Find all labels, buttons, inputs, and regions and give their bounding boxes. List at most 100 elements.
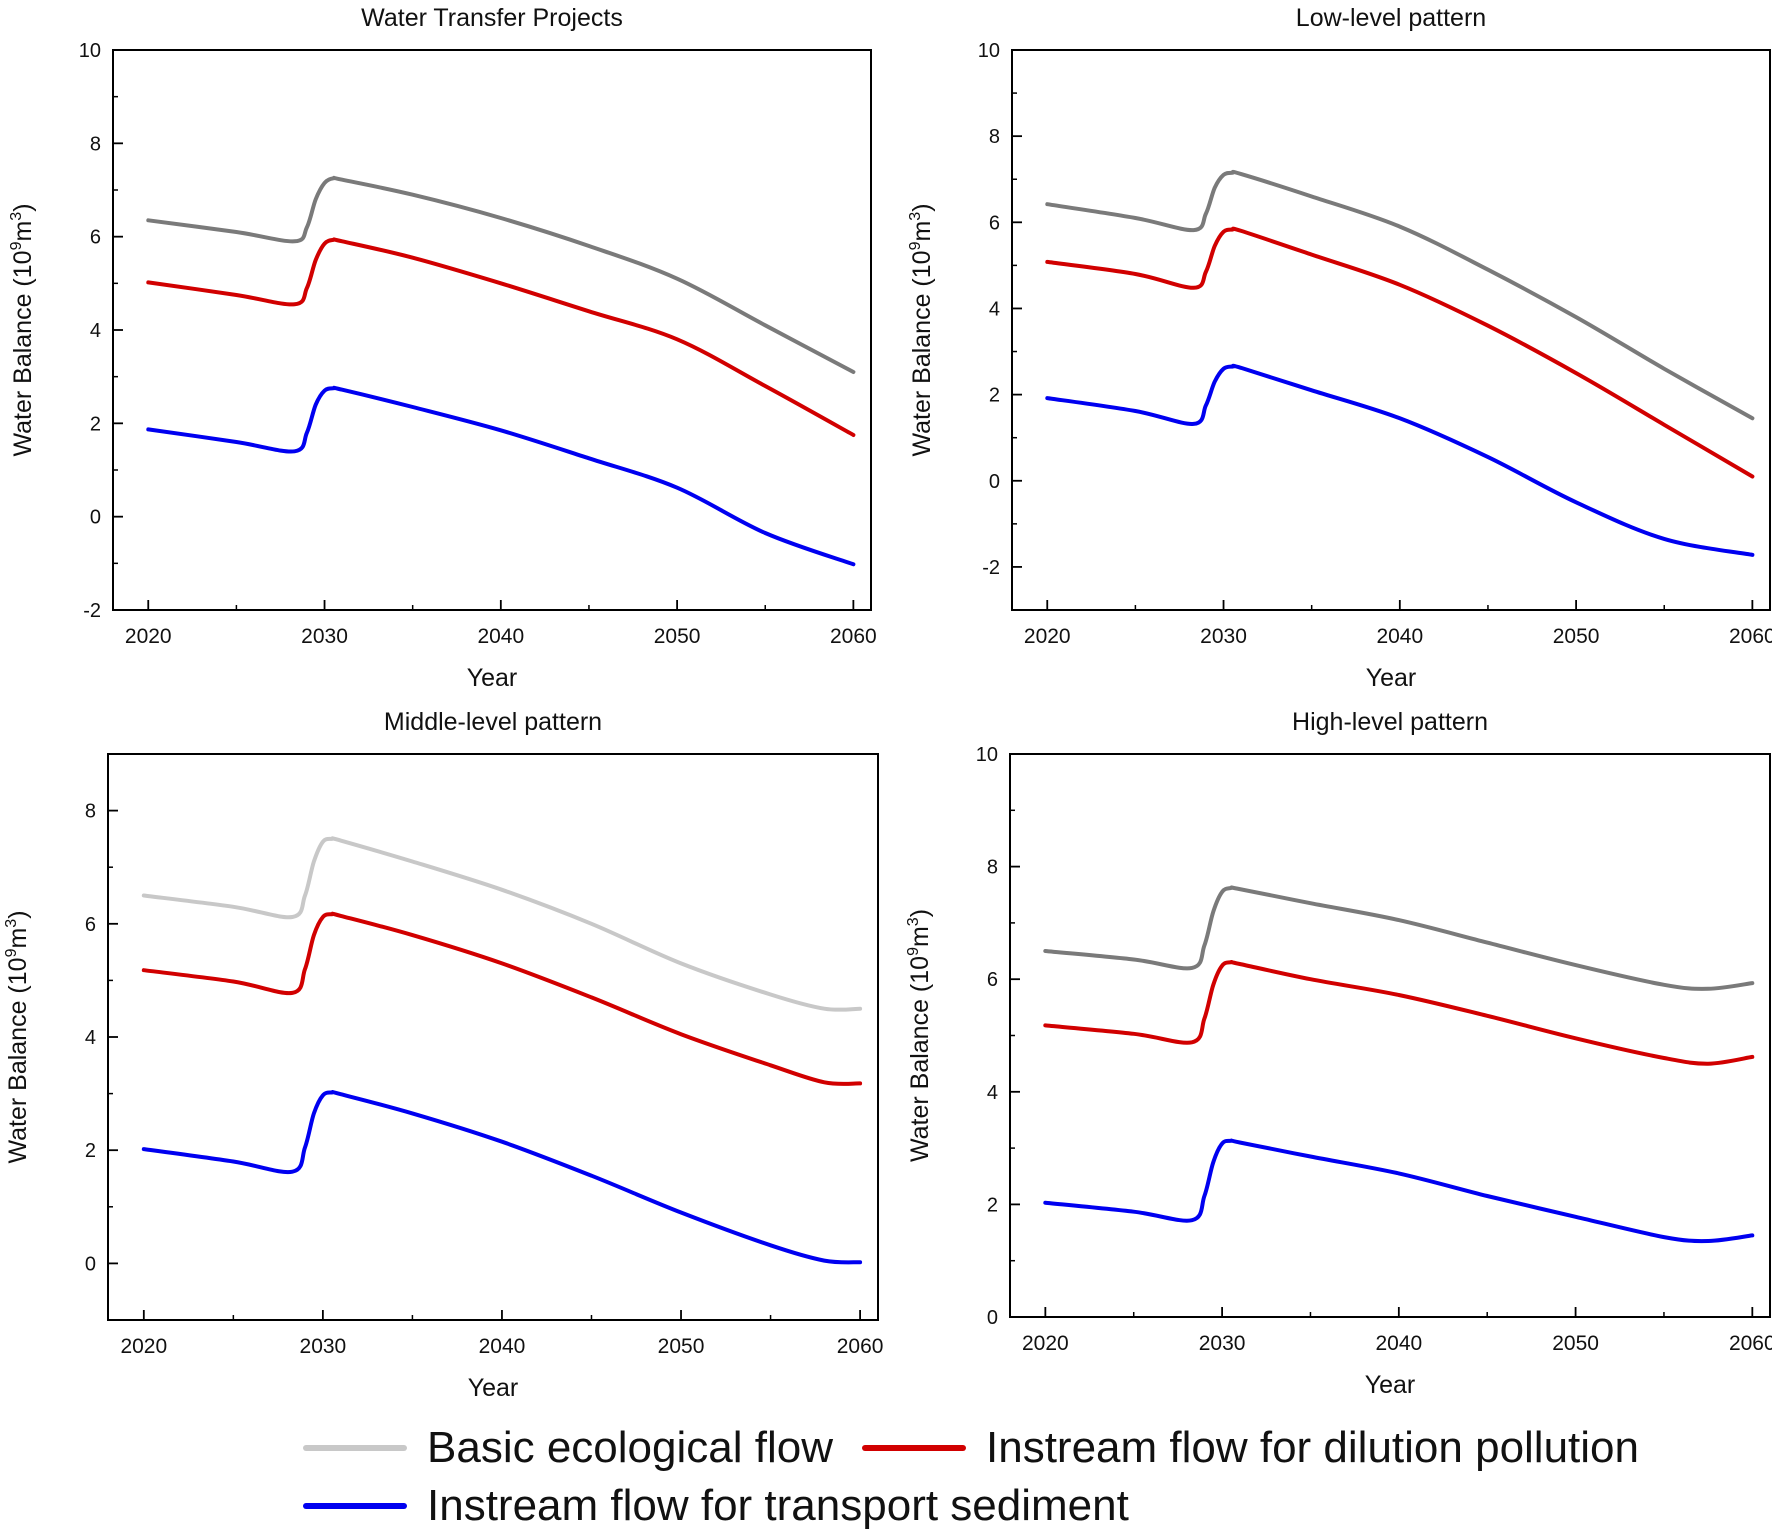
chart2-y-axis-label-part-0: Water Balance (10: [908, 250, 936, 456]
chart2-x-tick-label-2020: 2020: [1024, 625, 1071, 648]
chart4-y-tick-label-4: 4: [987, 1082, 998, 1104]
chart4-x-tick-label-2030: 2030: [1199, 1332, 1246, 1355]
chart1-x-tick-label-2030: 2030: [301, 625, 348, 648]
chart1-y-axis-label-part-0: Water Balance (10: [9, 250, 37, 456]
chart3-y-tick-label-0: 0: [85, 1253, 96, 1275]
chart3-series-basic-ecological-flow: [141, 836, 863, 1012]
legend-label-transport-sediment: Instream flow for transport sediment: [427, 1481, 1129, 1530]
chart4-y-tick-label-0: 0: [987, 1307, 998, 1329]
chart2-series-instream-flow-for-transport-sediment: [1045, 363, 1755, 557]
chart1-plot-frame: [112, 49, 872, 611]
chart1-x-tick-label-2040: 2040: [477, 625, 524, 648]
chart3-plot-frame: [107, 753, 879, 1321]
chart3-y-tick-label-6: 6: [85, 914, 96, 936]
chart2-y-axis-label-part-3: 3: [907, 212, 924, 221]
chart4-y-axis-label: Water Balance (109m3): [905, 909, 934, 1162]
chart4-x-tick-label-2040: 2040: [1375, 1332, 1422, 1355]
chart2-series-basic-ecological-flow: [1045, 169, 1755, 421]
chart1-y-tick-label-8: 8: [90, 133, 101, 155]
chart4-panel: High-level pattern 2020 2030 2040 2050 2060 0 2…: [905, 708, 1772, 1399]
chart1-y-axis-label: Water Balance (109m3): [8, 203, 37, 456]
chart3-series-instream-flow-for-dilution-pollution: [141, 911, 863, 1086]
chart1-x-axis-label: Year: [467, 664, 518, 692]
chart1-x-tick-label-2050: 2050: [654, 625, 701, 648]
chart2-y-axis-label: Water Balance (109m3): [907, 203, 936, 456]
chart1-series-instream-flow-for-transport-sediment: [146, 385, 856, 567]
chart4-x-tick-label-2050: 2050: [1552, 1332, 1599, 1355]
chart3-y-tick-label-8: 8: [85, 801, 96, 823]
chart1-x-tick-label-2060: 2060: [830, 625, 877, 648]
chart4-y-axis-label-part-2: m: [906, 926, 934, 947]
chart1-y-tick-label-6: 6: [90, 227, 101, 249]
chart3-x-tick-label-2040: 2040: [479, 1335, 526, 1358]
chart3-x-tick-label-2050: 2050: [658, 1335, 705, 1358]
chart4-plot-frame: [1009, 753, 1771, 1318]
chart1-y-axis-label-part-3: 3: [8, 212, 25, 221]
chart2-x-axis-label: Year: [1366, 664, 1417, 692]
chart3-x-tick-label-2020: 2020: [120, 1335, 167, 1358]
chart3-y-tick-label-4: 4: [85, 1027, 96, 1049]
chart4-series-instream-flow-for-transport-sediment: [1043, 1138, 1755, 1244]
chart2-y-tick-label-4: 4: [989, 298, 1000, 320]
chart3-series-instream-flow-for-transport-sediment: [141, 1089, 863, 1265]
chart4-x-tick-label-2060: 2060: [1729, 1332, 1772, 1355]
chart3-y-axis-label-part-4: ): [4, 910, 32, 918]
chart2-x-tick-label-2060: 2060: [1729, 625, 1772, 648]
chart2-x-tick-label-2040: 2040: [1376, 625, 1423, 648]
chart3-x-axis-label: Year: [468, 1374, 519, 1402]
chart3-y-axis-label-part-0: Water Balance (10: [4, 957, 32, 1163]
chart3-x-tick-label-2030: 2030: [300, 1335, 347, 1358]
chart3-y-axis-label-part-3: 3: [3, 919, 20, 928]
chart1-series-basic-ecological-flow: [146, 175, 856, 374]
legend-label-dilution-pollution: Instream flow for dilution pollution: [986, 1423, 1639, 1472]
chart4-y-axis-label-part-1: 9: [905, 947, 922, 956]
chart2-x-tick-label-2050: 2050: [1553, 625, 1600, 648]
chart1-y-tick-label-2: -2: [83, 600, 101, 622]
chart2-x-tick-label-2030: 2030: [1200, 625, 1247, 648]
chart1-panel: Water Transfer Projects 2020 2030 2040 2050 2…: [8, 4, 877, 692]
chart2-y-tick-label-2: -2: [982, 557, 1000, 579]
chart4-title: High-level pattern: [1292, 708, 1488, 736]
chart1-y-axis-label-part-1: 9: [8, 241, 25, 250]
chart4-y-axis-label-part-3: 3: [905, 917, 922, 926]
chart2-y-axis-label-part-2: m: [908, 221, 936, 242]
chart1-title: Water Transfer Projects: [361, 4, 623, 32]
legend-swatch-transport-sediment: [303, 1503, 407, 1509]
chart1-y-tick-label-2: 2: [90, 413, 101, 435]
chart3-y-axis-label-part-2: m: [4, 928, 32, 949]
chart3-y-axis-label-part-1: 9: [3, 948, 20, 957]
chart4-y-tick-label-10: 10: [976, 744, 998, 766]
chart4-y-tick-label-8: 8: [987, 857, 998, 879]
chart3-title: Middle-level pattern: [384, 708, 602, 736]
chart4-series-basic-ecological-flow: [1043, 885, 1755, 991]
chart4-y-axis-label-part-4: ): [906, 909, 934, 917]
legend-swatch-dilution-pollution: [862, 1445, 966, 1451]
chart2-y-tick-label-8: 8: [989, 126, 1000, 148]
chart2-plot-frame: [1011, 49, 1771, 611]
chart4-y-axis-label-part-0: Water Balance (10: [906, 956, 934, 1162]
legend-swatch-basic-ecological-flow: [303, 1445, 407, 1451]
chart4-x-tick-label-2020: 2020: [1022, 1332, 1069, 1355]
chart2-panel: Low-level pattern 2020 2030 2040 2050 2060 -2 0…: [907, 4, 1772, 692]
chart2-title: Low-level pattern: [1296, 4, 1486, 32]
chart1-y-tick-label-10: 10: [79, 40, 101, 62]
legend-label-basic-ecological-flow: Basic ecological flow: [427, 1423, 833, 1472]
chart1-y-tick-label-0: 0: [90, 507, 101, 529]
chart3-x-tick-label-2060: 2060: [837, 1335, 884, 1358]
chart4-series-instream-flow-for-dilution-pollution: [1043, 959, 1755, 1066]
chart3-y-axis-label: Water Balance (109m3): [3, 910, 32, 1163]
chart1-series-instream-flow-for-dilution-pollution: [146, 237, 856, 437]
chart1-y-axis-label-part-4: ): [9, 203, 37, 211]
chart1-x-tick-label-2020: 2020: [125, 625, 172, 648]
chart3-y-tick-label-2: 2: [85, 1140, 96, 1162]
chart1-y-tick-label-4: 4: [90, 320, 101, 342]
chart2-y-axis-label-part-1: 9: [907, 241, 924, 250]
chart2-y-tick-label-2: 2: [989, 385, 1000, 407]
chart4-y-tick-label-6: 6: [987, 969, 998, 991]
chart4-x-axis-label: Year: [1365, 1371, 1416, 1399]
chart2-y-axis-label-part-4: ): [908, 203, 936, 211]
chart2-y-tick-label-6: 6: [989, 212, 1000, 234]
chart4-y-tick-label-2: 2: [987, 1194, 998, 1216]
chart3-panel: Middle-level pattern 2020 2030 2040 2050 2060…: [3, 708, 883, 1402]
